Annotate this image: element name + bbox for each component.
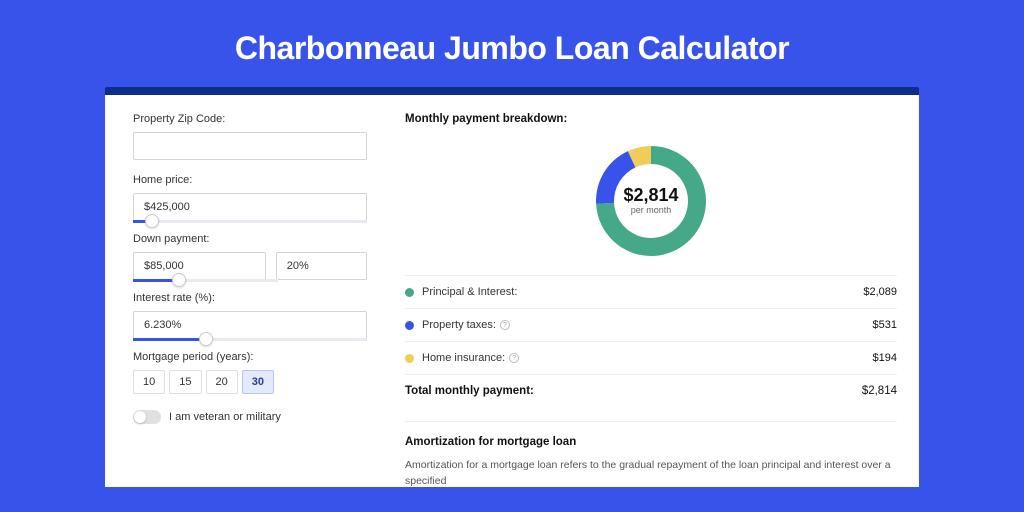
breakdown-value: $2,089 [863,286,897,298]
breakdown-panel: Monthly payment breakdown: $2,814 per mo… [395,95,919,487]
breakdown-value: $531 [873,319,897,331]
calculator-shell: Property Zip Code: Home price: Down paym… [105,87,919,487]
veteran-row: I am veteran or military [133,410,367,424]
page-title: Charbonneau Jumbo Loan Calculator [0,0,1024,87]
down-payment-input[interactable] [133,252,266,280]
breakdown-label: Principal & Interest: [422,286,863,298]
period-button-30[interactable]: 30 [242,370,274,394]
breakdown-row: Principal & Interest:$2,089 [405,275,897,308]
field-interest-rate: Interest rate (%): [133,292,367,341]
home-price-slider[interactable] [133,220,367,223]
field-zip: Property Zip Code: [133,113,367,160]
down-payment-pct-input[interactable] [276,252,367,280]
label-period: Mortgage period (years): [133,351,367,363]
label-home-price: Home price: [133,174,367,186]
period-button-20[interactable]: 20 [206,370,238,394]
breakdown-title: Monthly payment breakdown: [405,113,897,125]
breakdown-row: Home insurance:?$194 [405,341,897,374]
total-value: $2,814 [862,385,897,397]
legend-dot [405,321,414,330]
amortization-text: Amortization for a mortgage loan refers … [405,458,897,487]
interest-rate-slider[interactable] [133,338,367,341]
veteran-toggle[interactable] [133,410,161,424]
breakdown-value: $194 [873,352,897,364]
field-down-payment: Down payment: [133,233,367,282]
amortization-section: Amortization for mortgage loan Amortizat… [405,421,897,487]
info-icon[interactable]: ? [509,353,519,363]
down-payment-slider[interactable] [133,279,278,282]
field-period: Mortgage period (years): 10152030 [133,351,367,394]
home-price-input[interactable] [133,193,367,221]
veteran-label: I am veteran or military [169,411,281,423]
interest-rate-slider-handle[interactable] [199,332,213,346]
down-payment-slider-handle[interactable] [172,273,186,287]
interest-rate-input[interactable] [133,311,367,339]
breakdown-label: Home insurance:? [422,352,873,364]
donut-center-sub: per month [631,205,672,215]
breakdown-rows: Principal & Interest:$2,089Property taxe… [405,275,897,374]
total-row: Total monthly payment: $2,814 [405,374,897,407]
period-button-15[interactable]: 15 [169,370,201,394]
donut-center-value: $2,814 [623,185,678,205]
label-interest-rate: Interest rate (%): [133,292,367,304]
legend-dot [405,354,414,363]
breakdown-label: Property taxes:? [422,319,873,331]
donut-chart: $2,814 per month [591,141,711,261]
label-down-payment: Down payment: [133,233,367,245]
legend-dot [405,288,414,297]
donut-wrap: $2,814 per month [405,135,897,275]
home-price-slider-handle[interactable] [145,214,159,228]
total-label: Total monthly payment: [405,385,862,397]
field-home-price: Home price: [133,174,367,223]
period-button-10[interactable]: 10 [133,370,165,394]
info-icon[interactable]: ? [500,320,510,330]
zip-input[interactable] [133,132,367,160]
form-panel: Property Zip Code: Home price: Down paym… [105,95,395,487]
breakdown-row: Property taxes:?$531 [405,308,897,341]
calculator-card: Property Zip Code: Home price: Down paym… [105,95,919,487]
period-buttons: 10152030 [133,370,367,394]
label-zip: Property Zip Code: [133,113,367,125]
amortization-title: Amortization for mortgage loan [405,436,897,448]
